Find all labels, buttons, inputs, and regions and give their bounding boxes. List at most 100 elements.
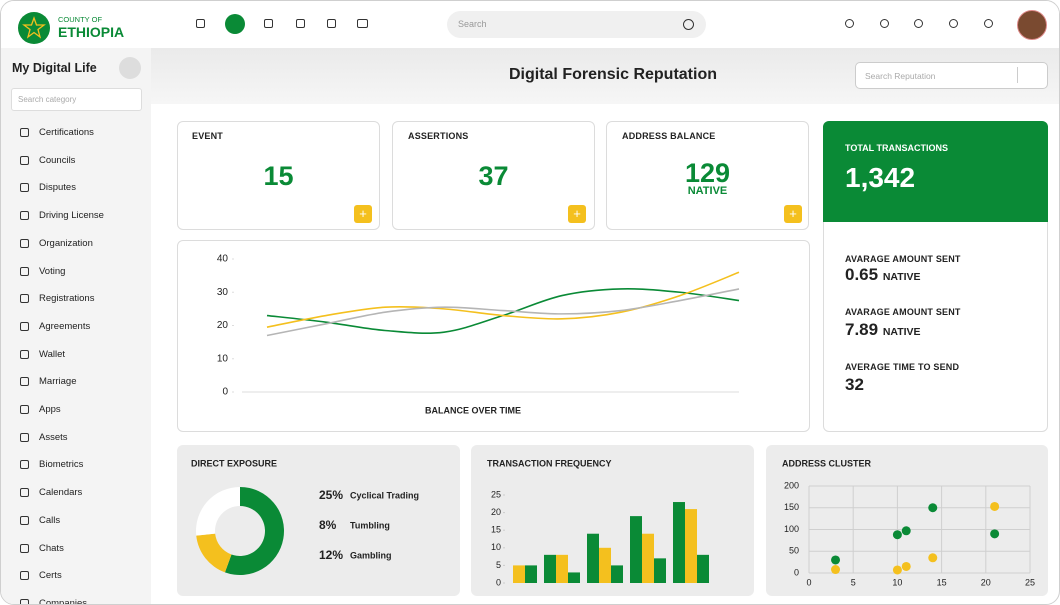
y-tick-label: 200 xyxy=(784,480,799,490)
chart-title: TRANSACTION FREQUENCY xyxy=(487,458,612,468)
y-tick-label: 20 xyxy=(217,320,229,331)
icon-chat[interactable] xyxy=(880,19,889,28)
nav-item[interactable]: Calendars xyxy=(39,487,83,499)
logo-bottom: ETHIOPIA xyxy=(58,24,125,40)
donut-chart: DIRECT EXPOSURE 25% Cyclical Trading 8% Tumb… xyxy=(191,458,419,575)
logo xyxy=(18,12,50,44)
nav-item[interactable]: Registrations xyxy=(39,293,95,305)
nav-icon xyxy=(20,377,29,387)
icon-calendar[interactable] xyxy=(264,19,273,28)
nav-icon xyxy=(20,432,29,442)
line-series xyxy=(266,271,740,328)
metric-label: AVERAGE TIME TO SEND xyxy=(845,362,960,372)
nav-icon xyxy=(20,321,29,331)
bar-card: TRANSACTION FREQUENCY 0 5 10 15 20 25 xyxy=(471,445,754,596)
metric-unit: NATIVE xyxy=(882,271,921,283)
icon-settings[interactable] xyxy=(984,19,993,28)
nav-item[interactable]: Voting xyxy=(39,265,66,277)
line-chart: 0 10 20 30 40 BALANCE OVER TIME xyxy=(217,254,740,415)
y-tick-label: 5 xyxy=(496,560,501,570)
y-tick-label: 10 xyxy=(491,542,501,552)
nav-item[interactable]: Wallet xyxy=(39,348,66,360)
stat-label: ADDRESS BALANCE xyxy=(622,131,716,141)
sidebar: My Digital Life Search category Certific… xyxy=(1,48,151,604)
search-placeholder: Search category xyxy=(18,95,77,104)
nav-icon xyxy=(20,238,29,248)
nav-icon xyxy=(20,155,29,165)
nav-icon xyxy=(20,571,29,581)
nav-icon xyxy=(20,405,29,414)
search-bar[interactable]: Search xyxy=(447,11,706,38)
add-button[interactable]: + xyxy=(784,205,802,223)
icon-mail[interactable] xyxy=(225,14,245,34)
nav-item[interactable]: Chats xyxy=(39,542,64,554)
bar xyxy=(685,509,697,583)
scatter-point xyxy=(928,503,938,513)
nav-item[interactable]: Disputes xyxy=(39,182,76,194)
search-placeholder: Search xyxy=(458,19,487,29)
legend-value: 12% xyxy=(319,548,343,562)
metric-label: AVARAGE AMOUNT SENT xyxy=(845,254,961,264)
y-tick-label: 100 xyxy=(784,524,799,534)
category-search[interactable]: Search category xyxy=(11,88,142,111)
nav-item[interactable]: Apps xyxy=(39,404,61,415)
icon-bell[interactable] xyxy=(845,19,854,28)
scatter-chart: ADDRESS CLUSTER 0 50 100 150 200 0 5 10 15 20 25 xyxy=(782,458,1035,587)
icon-sync[interactable] xyxy=(914,19,923,28)
metric-value: 0.65 NATIVE xyxy=(845,265,921,285)
pie-card: DIRECT EXPOSURE 25% Cyclical Trading 8% Tumb… xyxy=(177,445,460,596)
icon-info[interactable] xyxy=(949,19,958,28)
icon-grid[interactable] xyxy=(196,19,205,28)
bar xyxy=(513,565,525,583)
icon-doc[interactable] xyxy=(296,19,305,28)
scatter-point xyxy=(901,561,911,571)
menu-toggle[interactable] xyxy=(119,57,141,79)
stat-value: 15 xyxy=(263,161,294,191)
nav-item[interactable]: Certifications xyxy=(39,127,94,138)
nav-item[interactable]: Companies xyxy=(39,597,88,605)
donut-slice xyxy=(196,487,240,536)
icon-folder[interactable] xyxy=(327,19,336,28)
legend-value: 25% xyxy=(319,488,343,502)
add-button[interactable]: + xyxy=(568,205,586,223)
total-panel: TOTAL TRANSACTIONS 1,342 xyxy=(823,121,1048,222)
metric-value: 7.89 NATIVE xyxy=(845,320,921,340)
nav-icon xyxy=(20,183,29,193)
nav-icon xyxy=(20,211,29,221)
y-tick-label: 0 xyxy=(496,577,501,587)
donut-slice xyxy=(196,533,232,573)
y-tick-label: 40 xyxy=(217,254,229,265)
bar xyxy=(630,516,642,583)
metric-number: 32 xyxy=(845,375,864,394)
sidebar-title: My Digital Life xyxy=(12,61,97,75)
nav-item[interactable]: Marriage xyxy=(39,376,77,388)
stat-label: EVENT xyxy=(192,131,224,141)
avatar[interactable] xyxy=(1017,10,1047,40)
scatter-point xyxy=(990,501,1000,511)
page-title: Digital Forensic Reputation xyxy=(508,66,717,83)
nav-item[interactable]: Organization xyxy=(39,237,93,249)
nav-item[interactable]: Calls xyxy=(39,514,61,526)
chart-title: DIRECT EXPOSURE xyxy=(191,458,277,468)
icon-video[interactable] xyxy=(357,19,368,28)
stat-card: EVENT 15 + xyxy=(177,121,380,230)
reputation-search[interactable]: Search Reputation xyxy=(855,62,1048,89)
metric-label: AVARAGE AMOUNT SENT xyxy=(845,307,961,317)
stat-value: 129 xyxy=(684,158,731,188)
nav-item[interactable]: Councils xyxy=(39,154,76,166)
nav-icon xyxy=(20,266,29,276)
nav-item[interactable]: Driving License xyxy=(39,210,104,222)
stat-value: 37 xyxy=(478,161,509,191)
nav-item[interactable]: Certs xyxy=(39,570,62,582)
scatter-point xyxy=(831,565,841,575)
y-tick-label: 0 xyxy=(222,387,228,398)
add-button[interactable]: + xyxy=(354,205,372,223)
nav-item[interactable]: Biometrics xyxy=(39,459,84,471)
scatter-point xyxy=(901,526,911,536)
nav-item[interactable]: Assets xyxy=(39,431,68,443)
nav-item[interactable]: Agreements xyxy=(39,320,91,332)
scatter-point xyxy=(892,530,902,540)
y-tick-label: 150 xyxy=(784,502,799,512)
x-tick-label: 0 xyxy=(806,577,811,587)
